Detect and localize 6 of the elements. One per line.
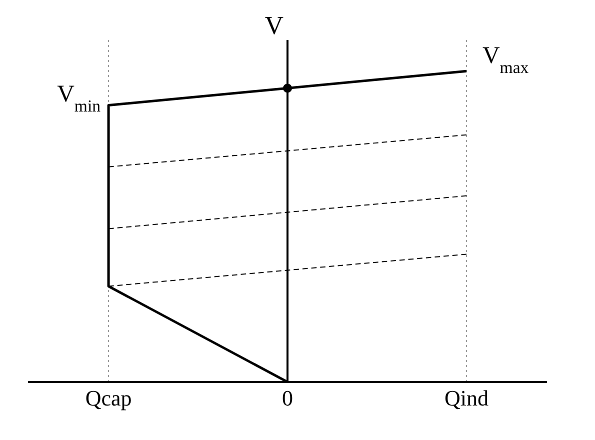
y-axis-title: V xyxy=(264,11,284,40)
annotation: V$_{max}$ xyxy=(482,43,530,77)
x-tick-label: Qind xyxy=(444,386,488,411)
annotation: V$_{min}$ xyxy=(57,81,102,115)
x-tick-label: Qcap xyxy=(85,386,132,411)
x-tick-label: 0 xyxy=(282,386,293,411)
